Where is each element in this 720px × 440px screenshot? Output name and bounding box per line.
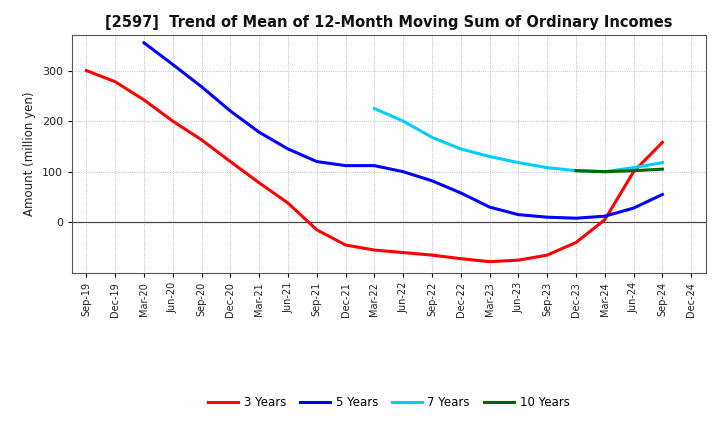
Legend: 3 Years, 5 Years, 7 Years, 10 Years: 3 Years, 5 Years, 7 Years, 10 Years	[204, 392, 574, 414]
Y-axis label: Amount (million yen): Amount (million yen)	[23, 92, 36, 216]
Title: [2597]  Trend of Mean of 12-Month Moving Sum of Ordinary Incomes: [2597] Trend of Mean of 12-Month Moving …	[105, 15, 672, 30]
